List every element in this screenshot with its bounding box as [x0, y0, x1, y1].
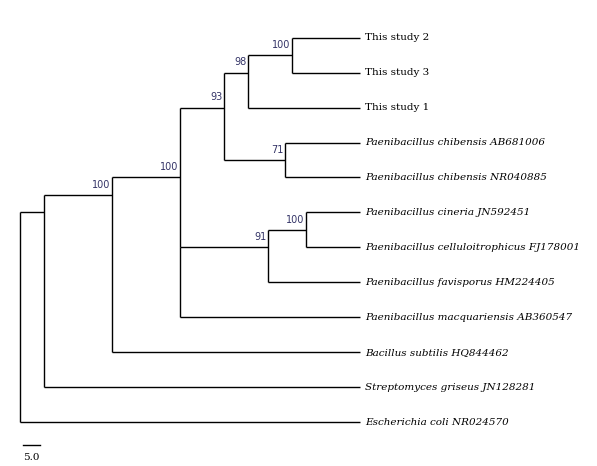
Text: 100: 100 [272, 40, 290, 50]
Text: 71: 71 [271, 145, 284, 155]
Text: This study 3: This study 3 [365, 68, 430, 77]
Text: 5.0: 5.0 [23, 453, 40, 462]
Text: Paenibacillus cineria JN592451: Paenibacillus cineria JN592451 [365, 208, 531, 217]
Text: Paenibacillus chibensis NR040885: Paenibacillus chibensis NR040885 [365, 173, 547, 182]
Text: 98: 98 [234, 57, 246, 68]
Text: 100: 100 [286, 215, 304, 225]
Text: This study 1: This study 1 [365, 103, 430, 112]
Text: 100: 100 [160, 162, 178, 172]
Text: This study 2: This study 2 [365, 33, 430, 42]
Text: Paenibacillus celluloitrophicus FJ178001: Paenibacillus celluloitrophicus FJ178001 [365, 243, 580, 252]
Text: Escherichia coli NR024570: Escherichia coli NR024570 [365, 418, 509, 426]
Text: Streptomyces griseus JN128281: Streptomyces griseus JN128281 [365, 383, 536, 391]
Text: Paenibacillus chibensis AB681006: Paenibacillus chibensis AB681006 [365, 138, 545, 147]
Text: Bacillus subtilis HQ844462: Bacillus subtilis HQ844462 [365, 348, 509, 356]
Text: 91: 91 [254, 232, 267, 242]
Text: Paenibacillus macquariensis AB360547: Paenibacillus macquariensis AB360547 [365, 313, 573, 322]
Text: 100: 100 [91, 180, 110, 190]
Text: Paenibacillus favisporus HM224405: Paenibacillus favisporus HM224405 [365, 278, 555, 287]
Text: 93: 93 [210, 92, 222, 103]
